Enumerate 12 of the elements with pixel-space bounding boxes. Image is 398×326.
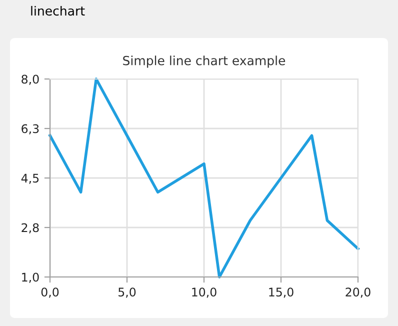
x-tick-label: 10,0 (192, 288, 216, 298)
x-tick-label: 0,0 (41, 288, 59, 298)
text: linechart (31, 6, 85, 16)
y-tick-label: 2,8 (22, 223, 39, 234)
y-tick-label: 4,5 (21, 174, 39, 184)
chart-title: Simple line chart example (123, 56, 286, 68)
y-tick-label: 6,3 (22, 124, 39, 134)
y-tick-label: 1,0 (22, 272, 39, 283)
x-tick-label: 15,0 (269, 288, 294, 298)
y-tick-label: 8,0 (22, 74, 39, 85)
x-tick-label: 5,0 (118, 288, 136, 298)
x-tick-label: 20,0 (346, 288, 370, 298)
